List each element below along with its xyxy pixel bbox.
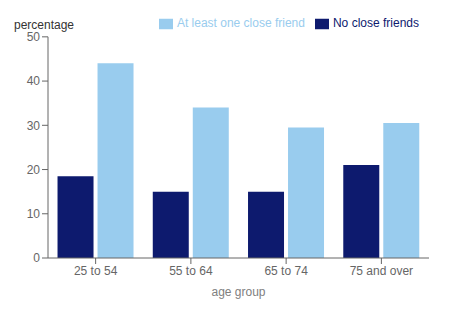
html-text:At least one close friend: At least one close friend [176, 16, 305, 30]
svg-text:75 and over: 75 and over [350, 264, 413, 278]
html-text:No close friends: No close friends [333, 16, 419, 30]
svg-text:20: 20 [27, 163, 41, 177]
html-text:percentage: percentage [14, 18, 74, 32]
svg-text:25 to 54: 25 to 54 [74, 264, 118, 278]
svg-text:age group: age group [211, 285, 265, 299]
svg-text:50: 50 [27, 30, 41, 44]
svg-text:40: 40 [27, 74, 41, 88]
svg-text:30: 30 [27, 119, 41, 133]
svg-text:65 to 74: 65 to 74 [264, 264, 308, 278]
svg-text:10: 10 [27, 207, 41, 221]
svg-text:0: 0 [33, 251, 40, 265]
svg-text:55 to 64: 55 to 64 [169, 264, 213, 278]
